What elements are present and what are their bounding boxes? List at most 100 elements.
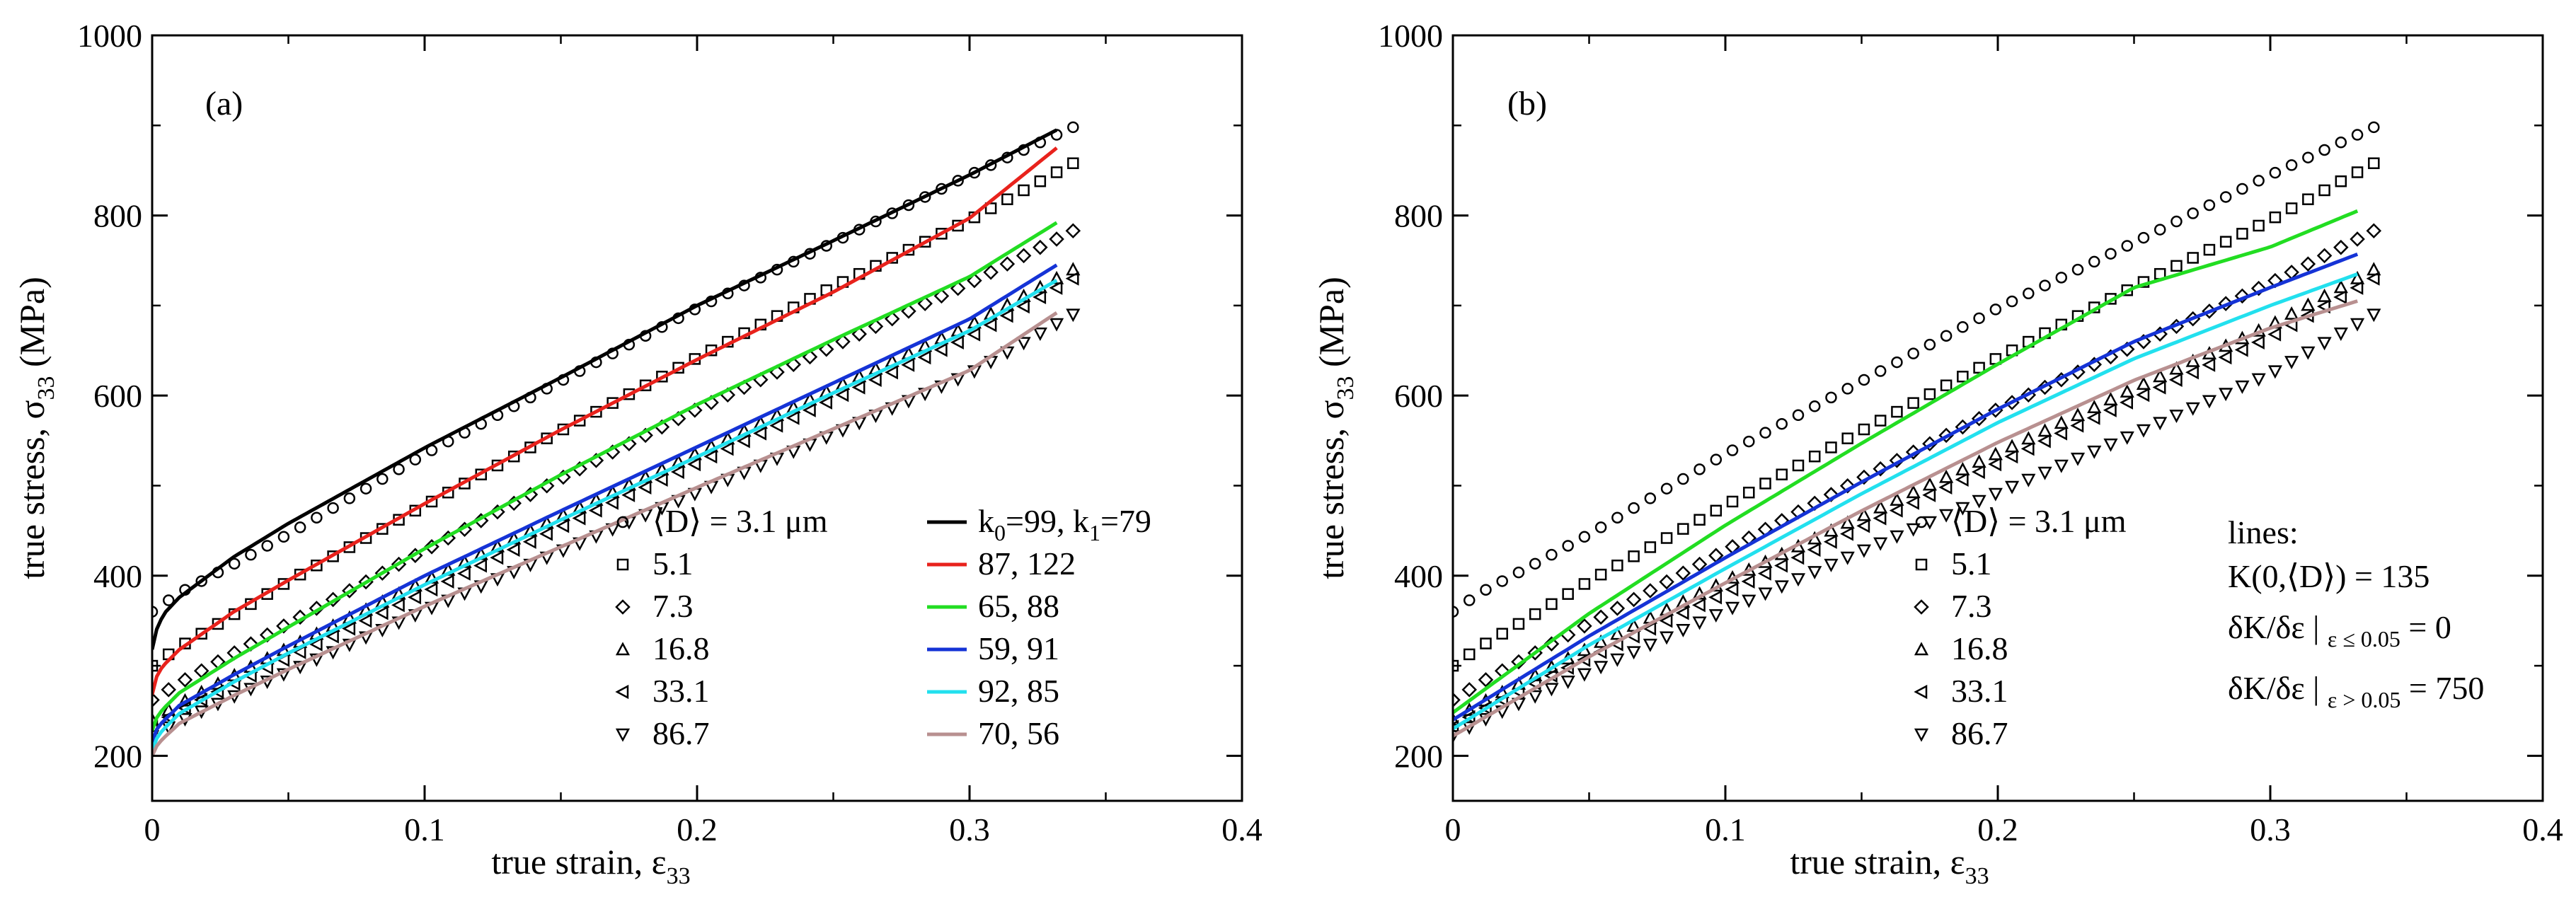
panel-a-marker-2-19 (456, 521, 473, 537)
panel-b-marker-1-19 (1759, 478, 1771, 490)
panel-a-marker-0-12 (343, 492, 356, 504)
panel-a-y-tick-label-4: 1000 (77, 18, 142, 54)
panel-a-marker-1-4 (212, 618, 224, 630)
panel-b-marker-1-44 (2170, 260, 2183, 272)
panel-a-scatter-series-2 (152, 223, 1081, 708)
panel-b-marker-2-37 (2054, 371, 2069, 388)
panel-a-marker-2-51 (983, 265, 999, 280)
panel-a-marker-4-25 (556, 519, 570, 533)
panel-b-marker-0-28 (1907, 347, 1919, 359)
panel-b-marker-5-11 (1626, 646, 1641, 660)
panel-a-marker-3-55 (1049, 270, 1064, 284)
panel-b-marker-1-50 (2269, 211, 2282, 224)
panel-a-marker-2-46 (901, 303, 916, 319)
panel-b-marker-1-16 (1710, 504, 1723, 517)
annotation-line2: δK/δε | ε ≤ 0.05 = 0 (2228, 609, 2451, 654)
panel-b-marker-5-9 (1594, 661, 1609, 675)
panel-b-marker-0-42 (2137, 231, 2150, 244)
panel-b-marker-4-34 (2004, 449, 2018, 464)
panel-a: 0 0.1 0.2 0.3 0.4 200 400 600 800 1000 (a) true s… (12, 18, 1263, 889)
panel-b-marker-1-1 (1463, 648, 1476, 661)
annotation-line3: δK/δε | ε > 0.05 = 750 (2228, 670, 2484, 715)
panel-b-marker-5-44 (2169, 410, 2184, 424)
panel-b-marker-1-9 (1594, 568, 1607, 581)
annotation-line2-main: δK/δε (2228, 609, 2305, 645)
panel-a-legend-marker-1 (616, 558, 629, 571)
panel-b-marker-2-49 (2250, 280, 2267, 296)
panel-b-marker-2-26 (1873, 461, 1888, 477)
panel-a-legend-line-label-0: k0=99, k1=79 (978, 503, 1151, 545)
panel-b-annotation: lines: K(0,⟨D⟩) = 135 δK/δε | ε ≤ 0.05 =… (2228, 514, 2484, 715)
panel-b-marker-0-21 (1792, 409, 1805, 422)
panel-b-marker-0-54 (2335, 137, 2347, 149)
panel-b-marker-4-29 (1922, 487, 1936, 502)
legend-k-sub1: 1 (1089, 520, 1100, 545)
panel-b-marker-1-51 (2285, 202, 2298, 214)
panel-b-marker-2-9 (1593, 609, 1609, 625)
panel-a-plot-area (152, 121, 1081, 757)
panel-b-marker-5-33 (1988, 487, 2003, 502)
panel-b-marker-1-30 (1940, 379, 1953, 391)
panel-b-marker-1-20 (1776, 468, 1788, 480)
panel-a-legend-line-label-3: 59, 91 (978, 630, 1059, 666)
panel-a-x-tick-label-4: 0.4 (1221, 811, 1263, 848)
panel-b-marker-0-4 (1512, 566, 1525, 579)
panel-a-legend-label-0: ⟨D⟩ = 3.1 μm (652, 503, 828, 539)
panel-a-marker-4-11 (325, 629, 339, 644)
panel-b-legend-marker-3 (1914, 642, 1929, 656)
panel-b-marker-3-27 (1890, 492, 1904, 506)
panel-b-marker-1-29 (1924, 388, 1936, 400)
panel-b-marker-2-12 (1643, 583, 1658, 599)
panel-b-marker-1-49 (2253, 219, 2265, 232)
panel-b-marker-4-40 (2103, 403, 2117, 417)
panel-b-marker-5-34 (2004, 480, 2020, 495)
panel-b-marker-5-23 (1824, 558, 1839, 572)
panel-b-marker-5-36 (2037, 466, 2052, 480)
panel-b-marker-3-52 (2301, 297, 2316, 311)
panel-b-marker-0-17 (1726, 444, 1739, 456)
panel-a-marker-2-48 (933, 288, 950, 304)
panel-b-marker-5-37 (2054, 459, 2069, 473)
panel-a-marker-2-56 (1065, 223, 1081, 238)
panel-a-axes: 0 0.1 0.2 0.3 0.4 200 400 600 800 1000 (77, 18, 1263, 848)
panel-b-marker-5-39 (2087, 445, 2102, 459)
panel-a-y-axis-unit: (MPa) (12, 277, 52, 376)
panel-a-marker-4-43 (851, 380, 866, 395)
panel-a-marker-0-56 (1067, 121, 1079, 134)
panel-b-marker-0-25 (1858, 374, 1870, 386)
panel-b-marker-3-53 (2317, 288, 2332, 302)
panel-b-marker-0-33 (1989, 303, 2002, 316)
panel-b-marker-3-29 (1922, 477, 1937, 491)
panel-b-legend-label-4: 33.1 (1951, 673, 2008, 709)
panel-b-marker-1-18 (1743, 486, 1755, 499)
panel-a-marker-4-28 (604, 495, 619, 510)
panel-a-marker-5-54 (1033, 328, 1047, 341)
panel-b-marker-3-41 (2120, 383, 2134, 398)
panel-b-marker-2-28 (1905, 444, 1921, 460)
panel-b-y-tick-label-1: 400 (1394, 558, 1443, 594)
panel-b-marker-0-6 (1546, 548, 1558, 561)
panel-a-marker-1-47 (919, 236, 931, 248)
panel-a-marker-0-9 (294, 521, 306, 533)
panel-b-marker-2-2 (1478, 672, 1494, 688)
panel-b-marker-1-27 (1891, 405, 1903, 418)
panel-a-marker-4-18 (440, 574, 454, 589)
panel-a-marker-1-54 (1034, 175, 1047, 187)
panel-b-marker-2-54 (2333, 239, 2349, 255)
panel-b-marker-1-10 (1611, 560, 1623, 572)
panel-b-y-axis-unit: (MPa) (1311, 277, 1351, 376)
panel-b-marker-0-19 (1759, 427, 1771, 439)
panel-b-marker-4-55 (2350, 280, 2364, 295)
panel-a-marker-0-49 (952, 175, 964, 187)
panel-b-marker-5-17 (1725, 601, 1740, 615)
panel-a-marker-4-42 (835, 388, 849, 403)
panel-b-marker-4-18 (1741, 574, 1755, 589)
panel-b-marker-1-6 (1546, 598, 1558, 611)
panel-a-marker-4-12 (342, 621, 356, 636)
panel-b-marker-0-29 (1924, 338, 1936, 351)
panel-b-marker-2-53 (2316, 248, 2333, 264)
panel-a-marker-2-2 (177, 672, 193, 688)
panel-b-legend-marker-0 (1915, 516, 1928, 528)
panel-b-marker-3-24 (1840, 515, 1855, 529)
panel-a-marker-2-43 (851, 326, 867, 342)
